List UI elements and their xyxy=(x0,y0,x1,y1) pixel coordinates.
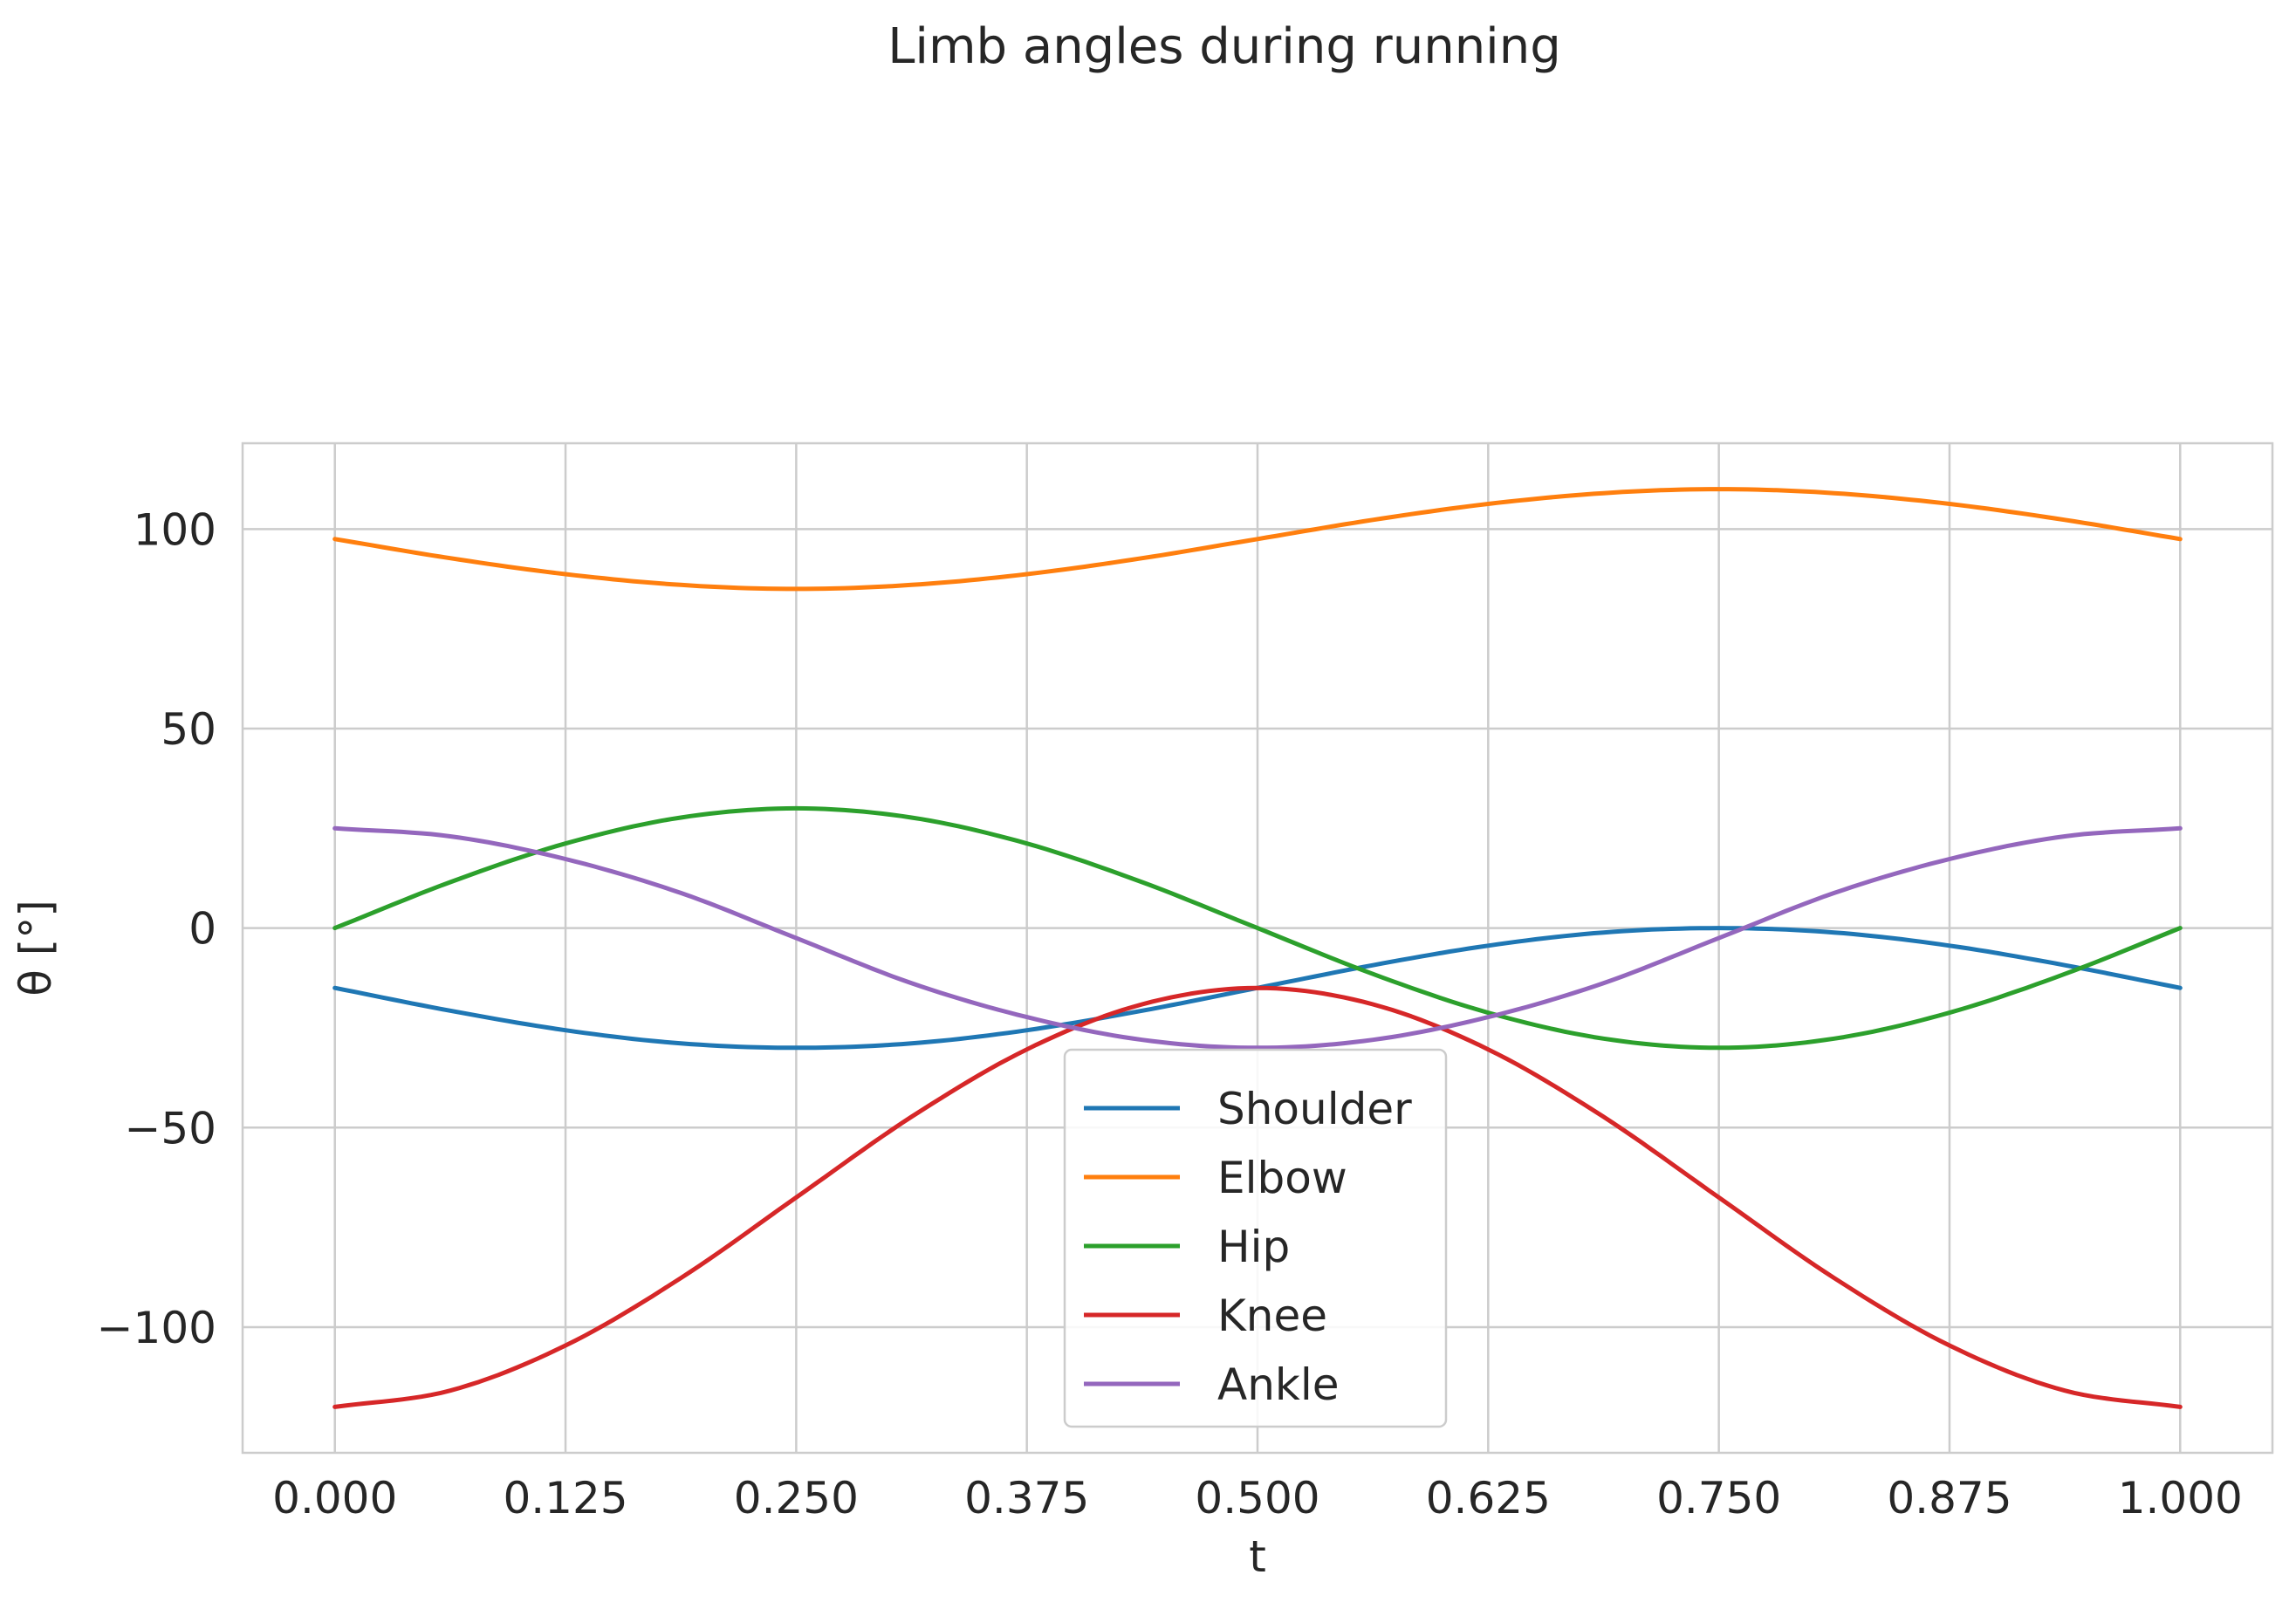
x-tick-label: 1.000 xyxy=(2118,1473,2243,1523)
y-tick-label: 100 xyxy=(134,504,216,555)
y-tick-label: −50 xyxy=(124,1103,216,1154)
legend-label-ankle: Ankle xyxy=(1217,1359,1340,1410)
y-axis-label: θ [°] xyxy=(10,900,61,996)
x-tick-label: 0.500 xyxy=(1195,1473,1319,1523)
legend-label-elbow: Elbow xyxy=(1217,1153,1347,1203)
y-tick-label: −100 xyxy=(97,1303,216,1353)
legend-box xyxy=(1063,1048,1448,1428)
series-lines xyxy=(332,487,2183,1409)
y-tick-label: 0 xyxy=(188,904,216,955)
plot-frame xyxy=(241,442,2274,1455)
x-tick-label: 0.000 xyxy=(272,1473,397,1523)
y-tick-label: 50 xyxy=(161,704,216,755)
chart-title: Limb angles during running xyxy=(888,18,1561,75)
series-line-ankle xyxy=(332,825,2183,1051)
x-tick-label: 0.125 xyxy=(503,1473,627,1523)
x-tick-label: 0.250 xyxy=(734,1473,859,1523)
x-tick-label: 0.875 xyxy=(1887,1473,2012,1523)
legend-label-knee: Knee xyxy=(1217,1291,1327,1341)
legend-label-shoulder: Shoulder xyxy=(1217,1084,1412,1134)
legend-label-hip: Hip xyxy=(1217,1222,1290,1272)
series-line-elbow xyxy=(332,487,2183,592)
tick-labels: 0.000 0.125 0.250 0.375 0.500 0.625 0.750 0.875… xyxy=(97,504,2243,1523)
series-line-knee xyxy=(332,985,2183,1409)
x-tick-label: 0.375 xyxy=(964,1473,1089,1523)
series-line-hip xyxy=(332,805,2183,1051)
x-tick-label: 0.625 xyxy=(1426,1473,1551,1523)
x-tick-label: 0.750 xyxy=(1656,1473,1781,1523)
x-axis-label: t xyxy=(1249,1531,1266,1582)
legend: Shoulder Elbow Hip Knee Ankle xyxy=(1063,1048,1448,1428)
